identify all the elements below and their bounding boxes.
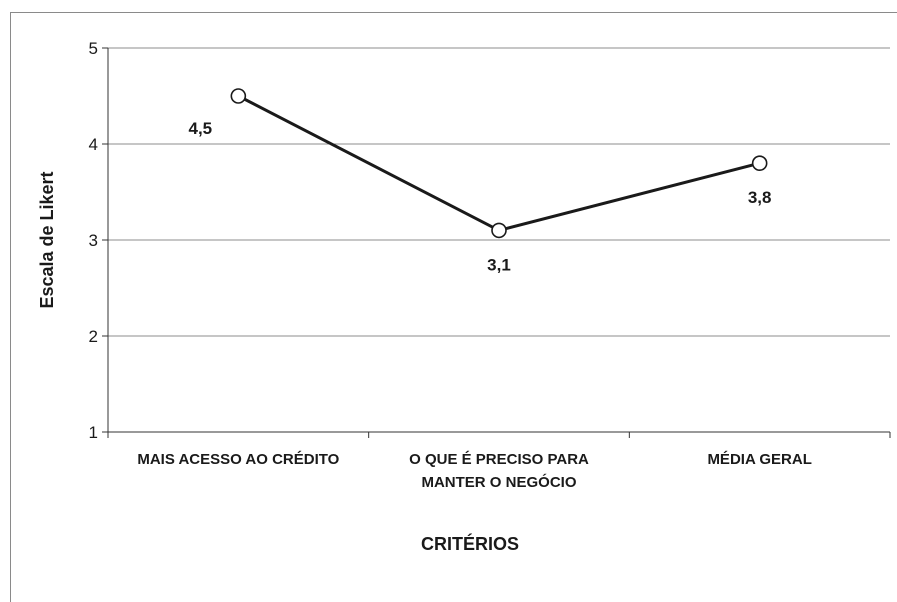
data-label: 3,1	[487, 255, 511, 274]
x-category-label: MÉDIA GERAL	[707, 451, 811, 468]
x-category-label: MAIS ACESSO AO CRÉDITO	[137, 451, 339, 468]
line-chart: 1 2 3 4 5 MAIS ACESSO AO CRÉDITO O QUE É PRECI…	[37, 39, 891, 554]
y-tick-label: 2	[89, 327, 98, 346]
data-point	[491, 222, 507, 239]
data-label: 3,8	[748, 188, 772, 207]
series-line	[237, 94, 761, 232]
data-point	[230, 88, 247, 104]
chart-frame	[10, 12, 897, 602]
y-tick-label: 3	[89, 231, 98, 250]
y-tick-label: 1	[89, 423, 98, 442]
y-tick-label: 5	[89, 39, 98, 58]
data-label: 4,5	[189, 119, 213, 138]
y-tick-label: 4	[89, 135, 98, 154]
x-category-label: O QUE É PRECISO PARA MANTER O NEGÓCIO	[409, 451, 589, 491]
y-axis-title: Escala de Likert	[37, 171, 57, 308]
x-axis-title: CRITÉRIOS	[421, 533, 519, 554]
data-point	[751, 155, 768, 171]
